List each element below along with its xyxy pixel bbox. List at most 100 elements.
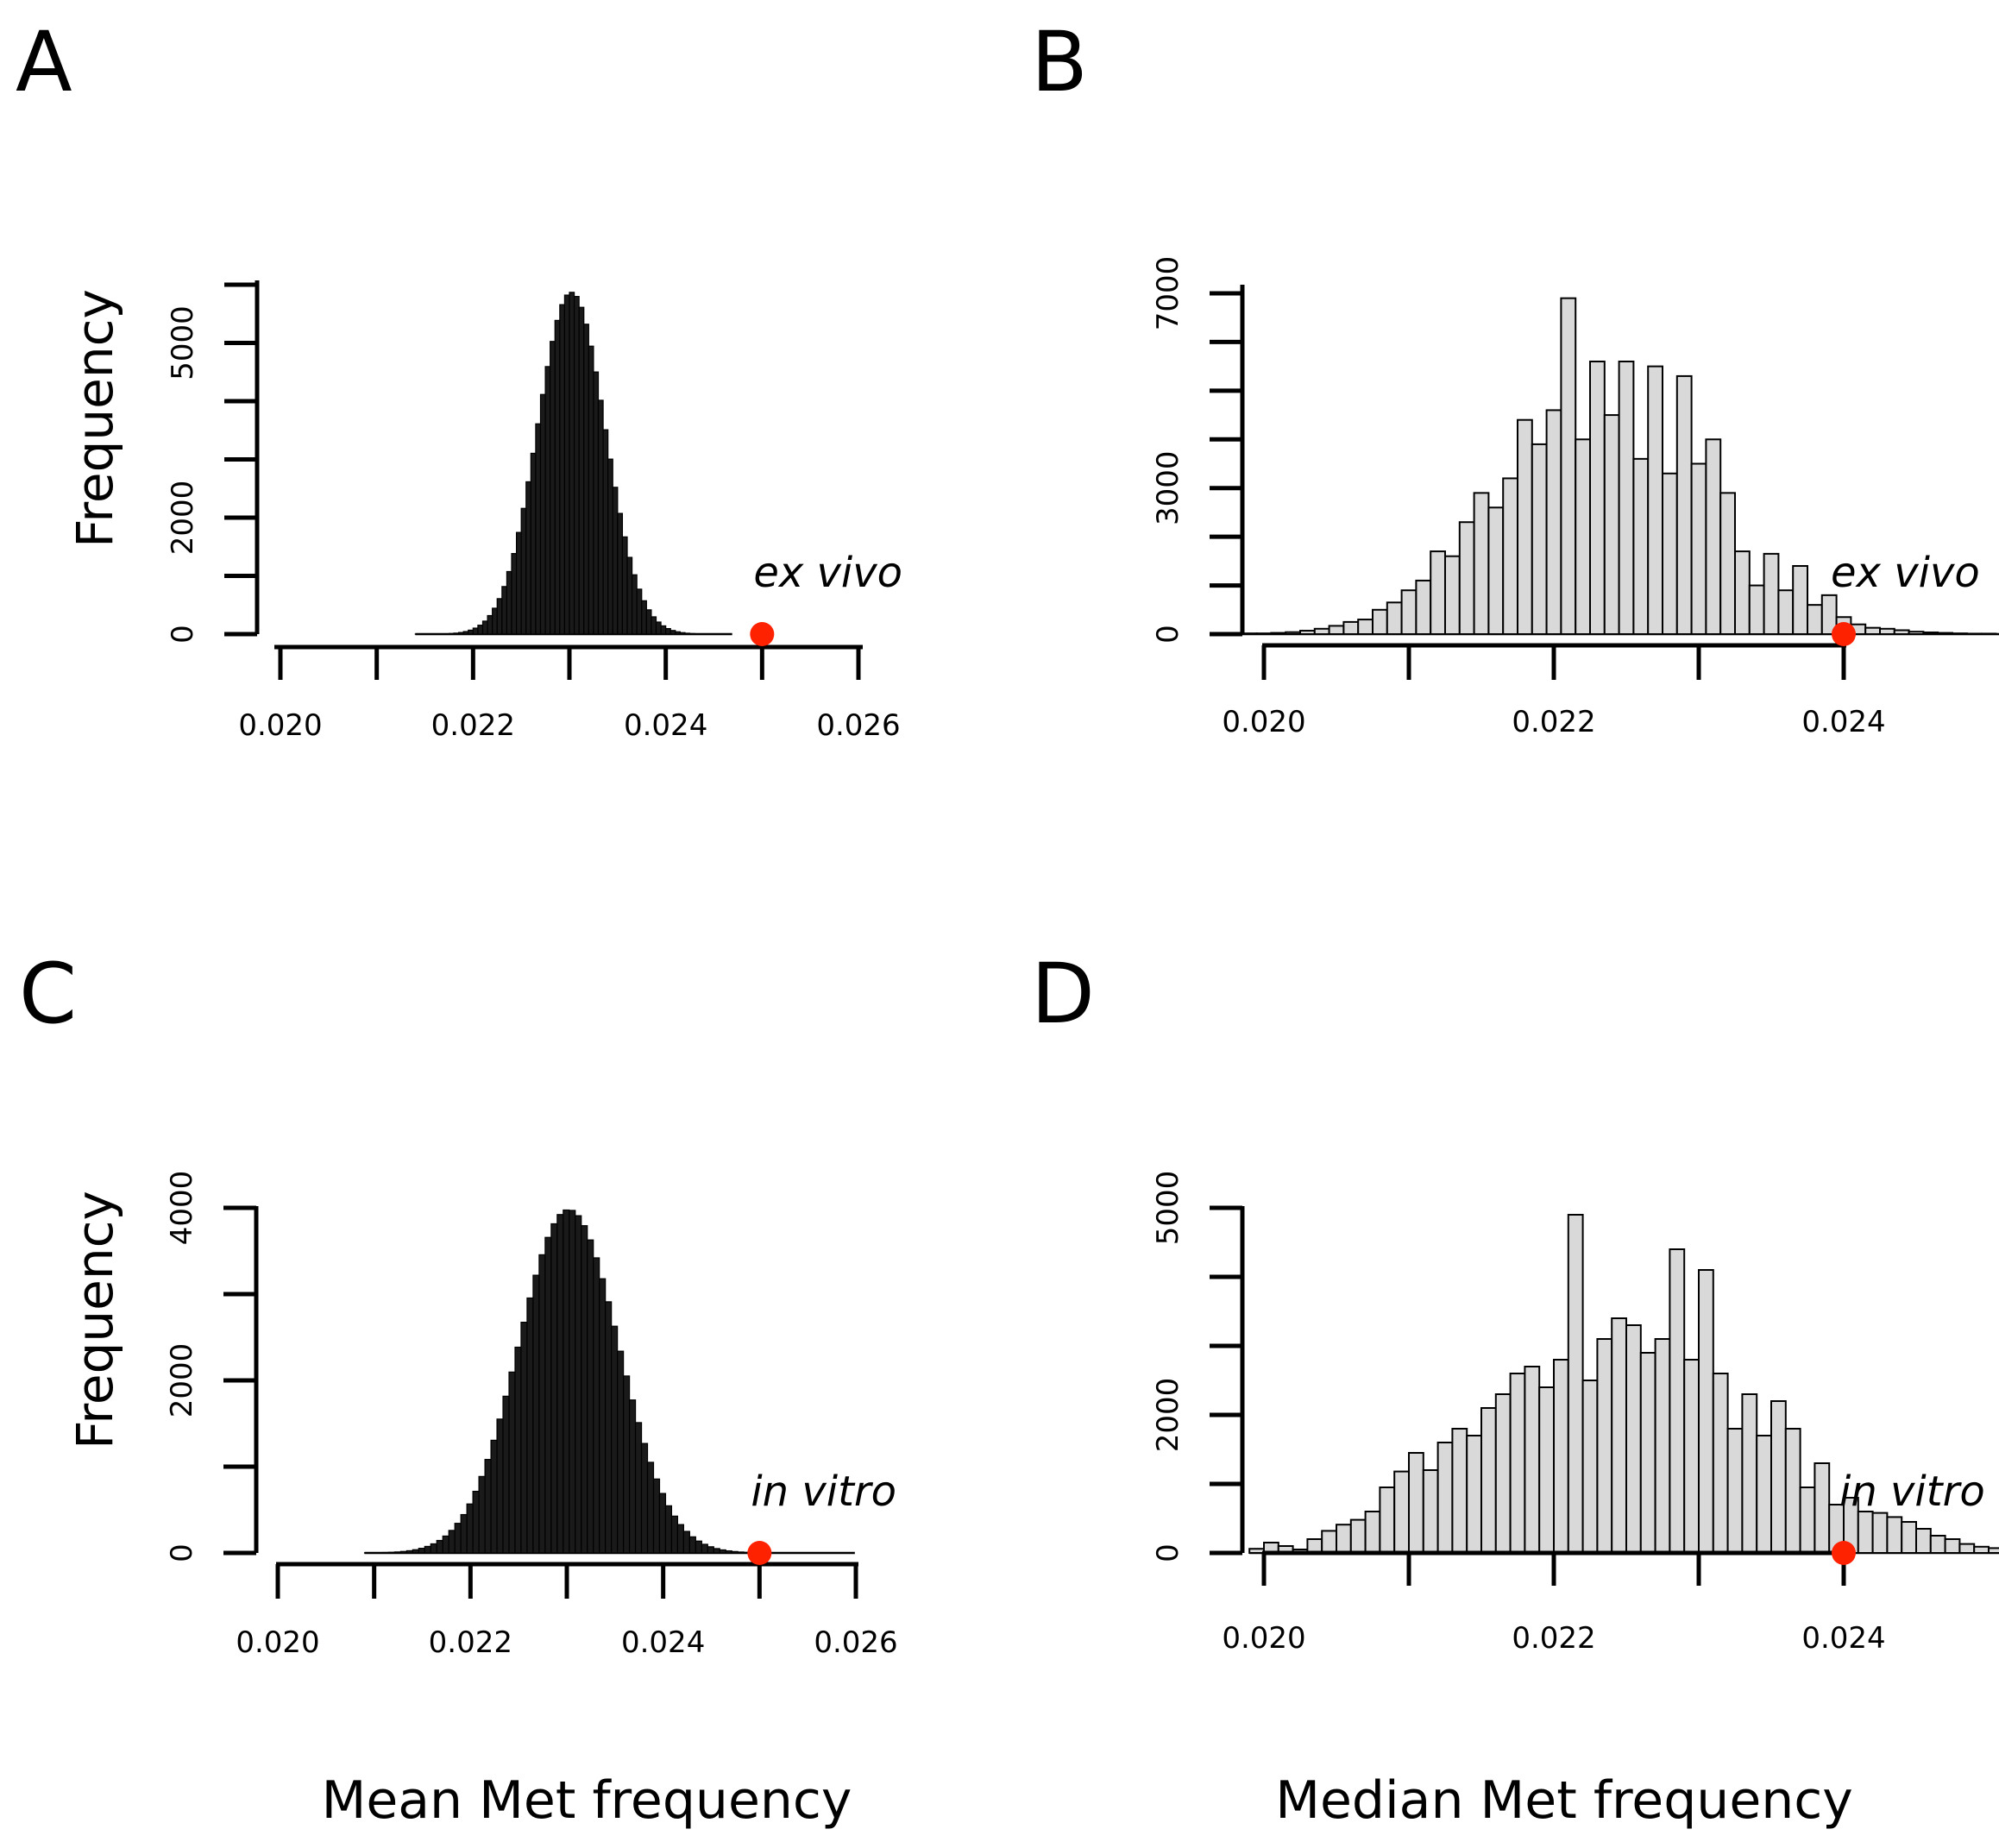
histogram-bar: [621, 536, 628, 635]
histogram-bar: [605, 1301, 613, 1554]
histogram-bar: [1690, 462, 1707, 635]
x-axis-label-d: Median Met frequency: [1275, 1770, 1853, 1831]
histogram-bar: [1683, 1359, 1700, 1554]
histogram-bar: [660, 625, 667, 635]
histogram-bar: [563, 1209, 570, 1554]
histogram-bar: [544, 1236, 552, 1554]
histogram-bar: [1922, 632, 1939, 636]
histogram-bar: [602, 429, 609, 635]
histogram-bar: [1741, 1393, 1758, 1554]
histogram-bar: [481, 620, 488, 635]
histogram-bar: [1719, 492, 1736, 635]
histogram-bar: [679, 632, 686, 635]
histogram-bar: [525, 481, 531, 635]
histogram-bar: [462, 631, 469, 635]
histogram-bar: [645, 609, 652, 635]
panel-letter-c: C: [19, 946, 77, 1042]
x-tick-label: 0.026: [814, 1625, 897, 1660]
histogram-bar: [725, 1549, 732, 1554]
histogram-bar: [1857, 1511, 1874, 1554]
histogram-bar: [1639, 1352, 1656, 1554]
histogram-bar: [1349, 1518, 1367, 1554]
histogram-bar: [719, 1549, 726, 1554]
histogram-bar: [1625, 1324, 1642, 1554]
histogram-bar: [1662, 472, 1678, 635]
x-tick-label: 0.024: [1801, 1621, 1885, 1656]
histogram-bar: [1654, 1338, 1671, 1554]
histogram-bar: [1886, 1516, 1903, 1555]
histogram-bar: [588, 345, 594, 635]
histogram-bar: [1901, 1521, 1917, 1554]
histogram-bar: [636, 588, 643, 635]
histogram-bar: [1734, 550, 1751, 635]
histogram-bar: [1814, 1462, 1831, 1554]
x-tick-label: 0.020: [1222, 705, 1305, 739]
histogram-bar: [583, 324, 589, 635]
histogram-bar: [1937, 632, 1953, 636]
y-tick-label: 5000: [166, 305, 200, 380]
histogram-bar: [1430, 550, 1446, 635]
histogram-bar: [641, 600, 647, 635]
histogram-bar: [1451, 1428, 1468, 1554]
histogram-bar: [418, 1548, 425, 1554]
histogram-bar: [442, 1535, 449, 1554]
histogram-bar: [1466, 1435, 1482, 1554]
histogram-bar: [436, 1539, 443, 1554]
histogram-bar: [511, 552, 518, 635]
histogram-bar: [496, 598, 503, 635]
histogram-bar: [1436, 1442, 1454, 1554]
histogram-bar: [1415, 579, 1432, 636]
histogram-bar: [1784, 1428, 1801, 1554]
histogram-bar: [1444, 555, 1461, 636]
y-tick-label: 2000: [165, 1343, 199, 1418]
histogram-bar: [1509, 1373, 1526, 1554]
histogram-bar: [1756, 1435, 1772, 1554]
histogram-bar: [587, 1239, 594, 1554]
histogram-bar: [1328, 625, 1345, 636]
histogram-bar: [1408, 1452, 1424, 1554]
histogram-bar: [707, 1546, 714, 1554]
histogram-bar: [1698, 1269, 1714, 1554]
histogram-bar: [1386, 601, 1403, 635]
x-tick-label: 0.022: [1512, 705, 1595, 739]
x-tick-label: 0.024: [624, 708, 707, 743]
histogram-bar: [688, 1536, 696, 1554]
histogram-bar: [1864, 626, 1881, 636]
histogram-bar: [544, 366, 551, 635]
histogram-bar: [1596, 1338, 1613, 1554]
histogram-bar: [1480, 1407, 1497, 1554]
histogram-bar: [550, 341, 556, 635]
y-tick-label: 3000: [1151, 450, 1185, 525]
histogram-bar: [669, 630, 676, 635]
observed-value-marker-b: [1832, 622, 1856, 646]
histogram-bar: [550, 1223, 558, 1554]
histogram-bar: [607, 458, 613, 635]
histogram-bar: [453, 632, 460, 635]
histogram-bar: [1726, 1428, 1744, 1554]
histogram-bar: [646, 1461, 655, 1554]
histogram-bar: [1915, 1528, 1932, 1554]
histogram-bar: [1372, 608, 1388, 635]
histogram-bar: [405, 1549, 413, 1554]
histogram-bar: [454, 1523, 462, 1554]
histogram-bar: [652, 1478, 661, 1554]
y-tick-label: 0: [1151, 1543, 1185, 1562]
histogram-bar: [682, 1531, 690, 1554]
histogram-bar: [1908, 631, 1925, 636]
x-tick-label: 0.020: [238, 708, 322, 743]
histogram-bar: [1531, 443, 1548, 636]
histogram-bar: [1313, 627, 1330, 635]
histogram-bar: [563, 294, 570, 635]
histogram-bar: [1458, 521, 1475, 636]
histogram-bar: [1777, 589, 1795, 636]
histogram-bar: [515, 531, 522, 635]
y-axis-label-c: Frequency: [66, 1191, 124, 1449]
histogram-bar: [1538, 1386, 1555, 1554]
histogram-bar: [1364, 1511, 1381, 1554]
histogram-bar: [1581, 1380, 1599, 1554]
histogram-bar: [487, 614, 493, 635]
histogram-bar: [695, 1540, 702, 1554]
histogram-bar: [1770, 1400, 1787, 1554]
histogram-bar: [1763, 552, 1780, 636]
histogram-bar: [1748, 584, 1765, 635]
